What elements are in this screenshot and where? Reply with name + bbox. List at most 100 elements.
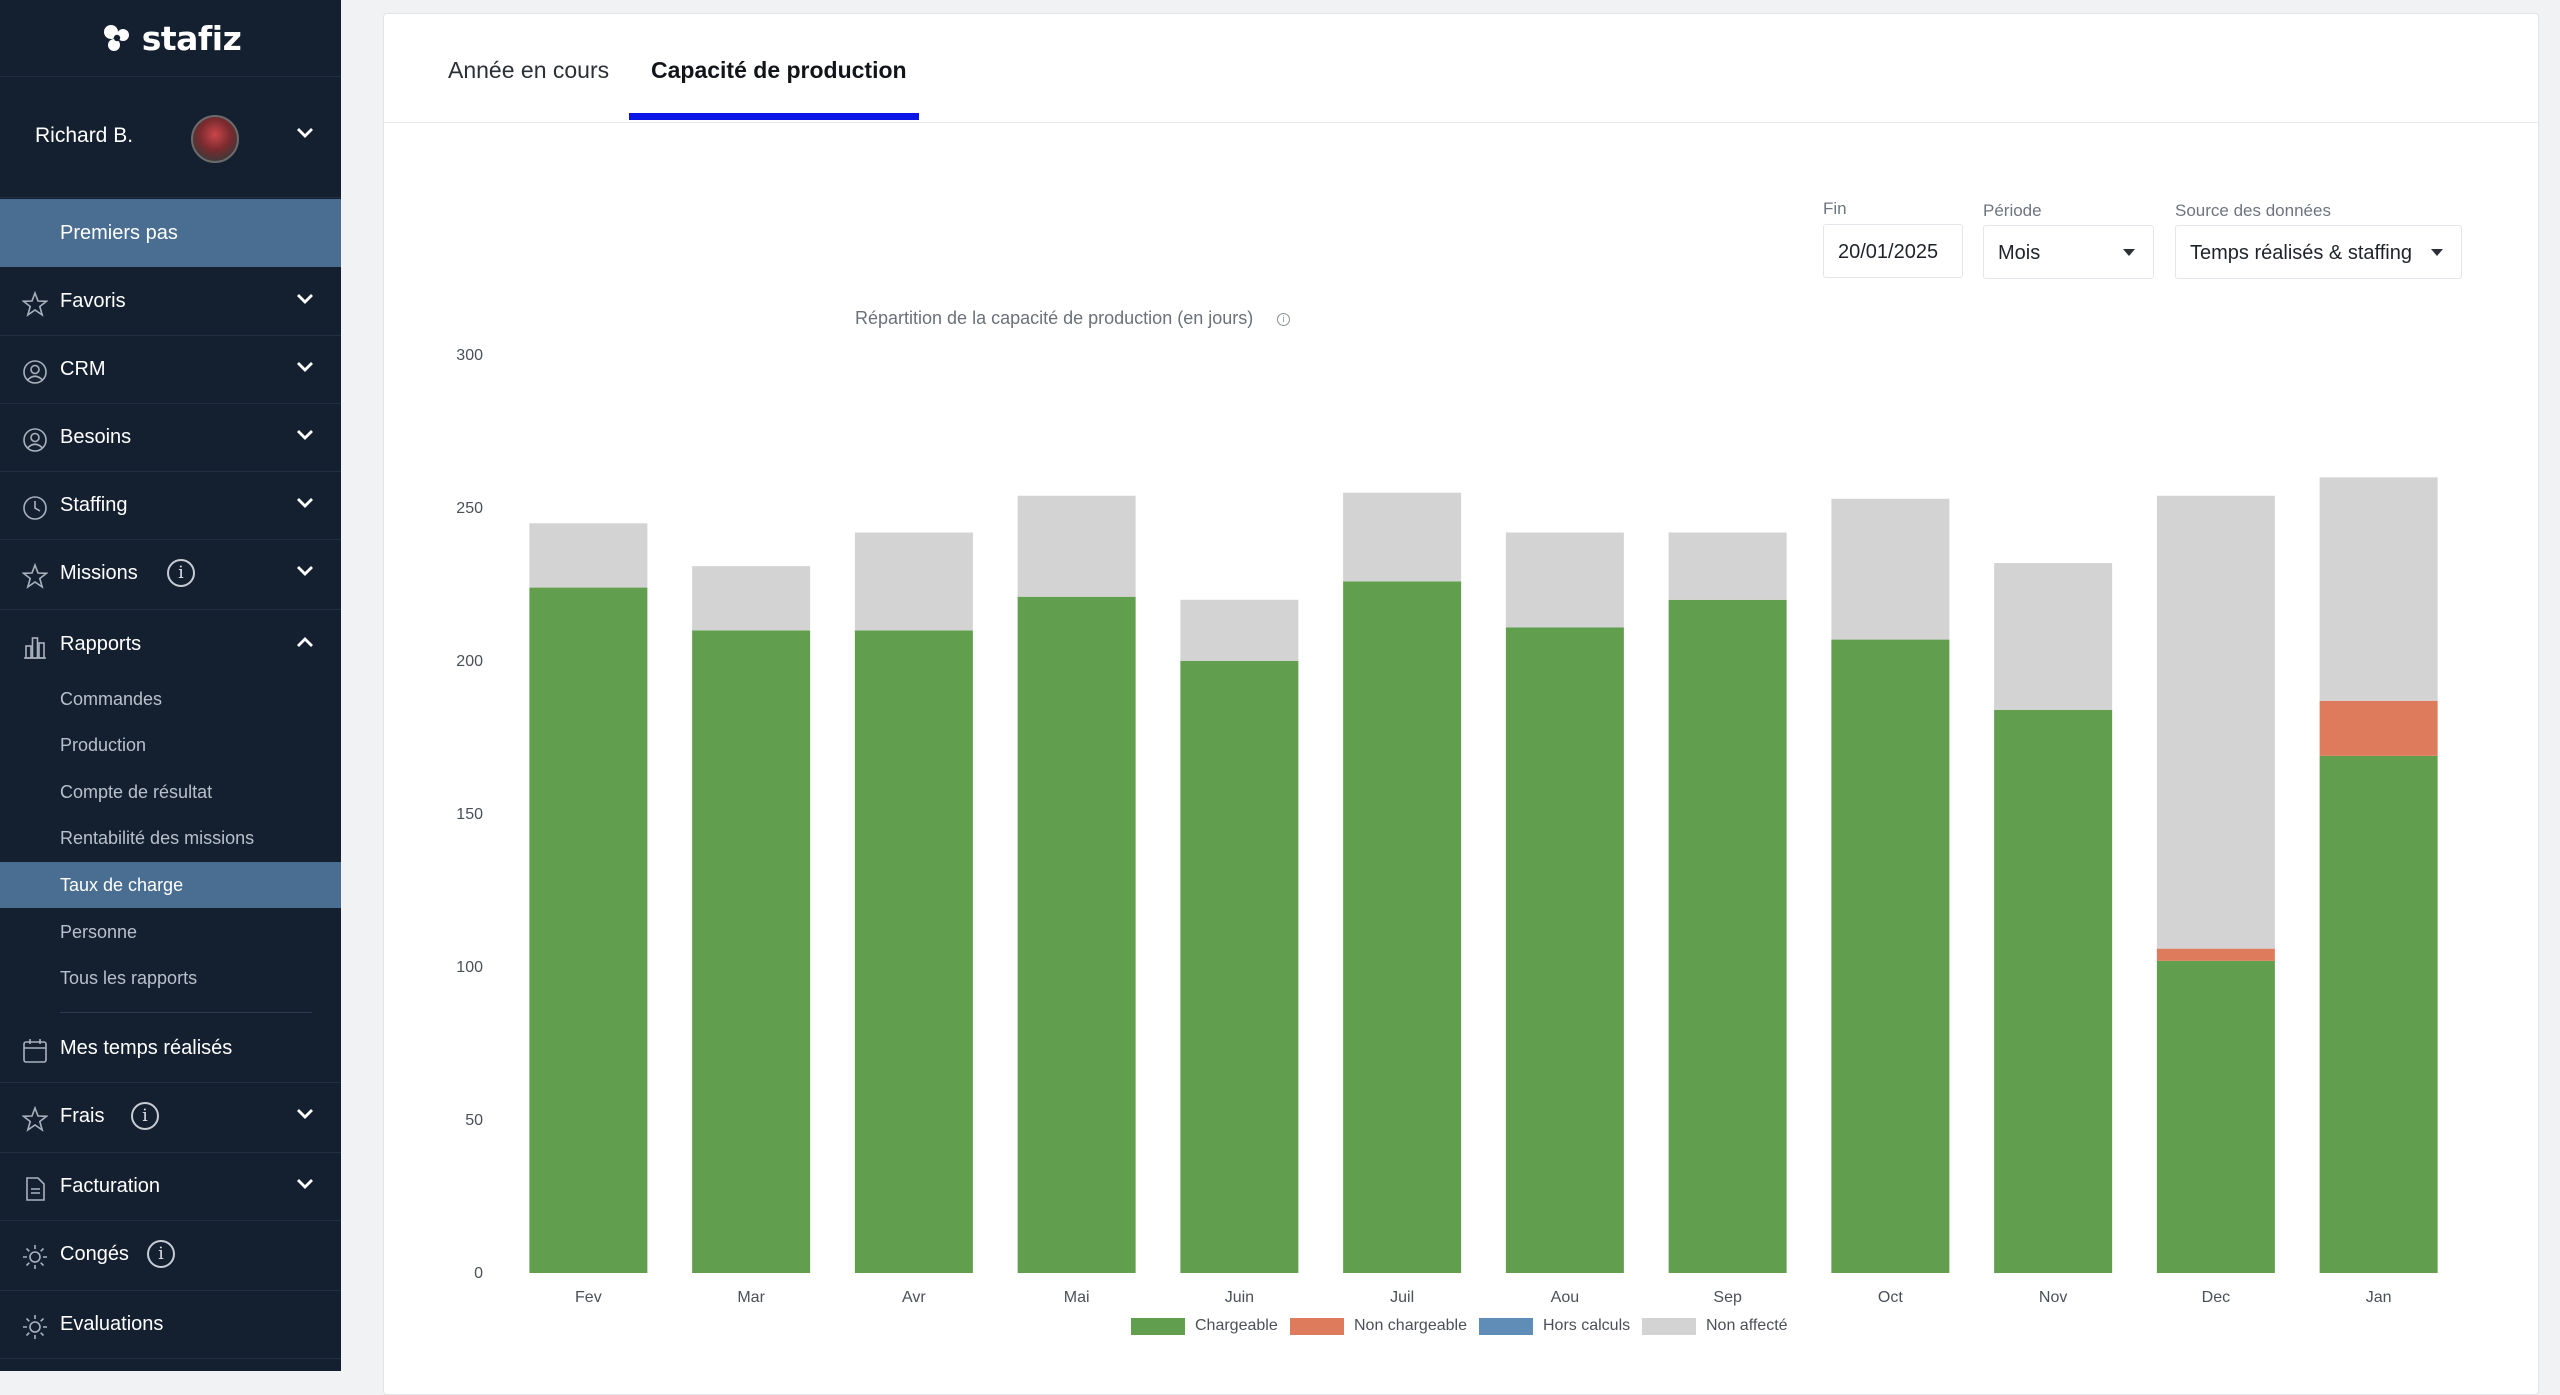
sidebar-item-frais[interactable]: Frais i: [0, 1082, 341, 1153]
chevron-down-icon[interactable]: [296, 1108, 314, 1120]
sidebar-item-label: Frais: [60, 1105, 105, 1127]
chevron-down-icon[interactable]: [296, 127, 314, 139]
bar-non-affect--dec[interactable]: [2156, 495, 2275, 949]
y-tick-label: 0: [474, 1265, 483, 1282]
bar-chargeable-oct[interactable]: [1831, 639, 1950, 1273]
periode-select[interactable]: Mois: [1983, 225, 2154, 279]
user-circle-icon: [22, 427, 48, 453]
sidebar-subitem-compte-de-resultat[interactable]: Compte de résultat: [0, 769, 341, 815]
y-tick-label: 250: [456, 500, 483, 517]
chevron-up-icon[interactable]: [296, 636, 314, 648]
sidebar-subitem-production[interactable]: Production: [0, 722, 341, 768]
bar-chargeable-mai[interactable]: [1017, 596, 1136, 1273]
caret-down-icon: [2123, 249, 2135, 256]
document-icon: [22, 1176, 48, 1202]
bar-non-affect--juin[interactable]: [1180, 599, 1299, 661]
legend-swatch: [1290, 1317, 1344, 1335]
caret-down-icon: [2431, 249, 2443, 256]
legend-item-non-chargeable[interactable]: Non chargeable: [1290, 1317, 1467, 1339]
chevron-down-icon[interactable]: [296, 293, 314, 305]
periode-value: Mois: [1998, 242, 2041, 264]
bar-non-affect--mai[interactable]: [1017, 495, 1136, 597]
info-icon[interactable]: i: [131, 1102, 159, 1130]
bar-chargeable-sep[interactable]: [1668, 599, 1787, 1273]
stafiz-logo-icon: [103, 25, 129, 51]
sidebar-item-missions[interactable]: Missions i: [0, 539, 341, 610]
sun-icon: [22, 1314, 48, 1340]
star-icon: [21, 1105, 49, 1132]
logo[interactable]: stafiz: [0, 0, 341, 77]
x-tick-label: Nov: [2039, 1289, 2067, 1306]
tab-capacite-de-production[interactable]: Capacité de production: [651, 57, 907, 83]
bar-chargeable-dec[interactable]: [2156, 960, 2275, 1273]
sidebar-subitem-commandes[interactable]: Commandes: [0, 676, 341, 722]
sidebar-subitem-label: Compte de résultat: [60, 782, 213, 802]
bar-non-affect--fev[interactable]: [529, 523, 648, 588]
sidebar-item-label: Missions: [60, 562, 138, 584]
x-tick-label: Juil: [1390, 1289, 1414, 1306]
sidebar-item-label: Favoris: [60, 290, 126, 312]
bar-non-affect--nov[interactable]: [1994, 563, 2113, 710]
clock-icon: [22, 495, 48, 521]
sidebar-subitem-tous-les-rapports[interactable]: Tous les rapports: [0, 955, 341, 1001]
sidebar-item-premiers-pas[interactable]: Premiers pas: [0, 199, 341, 267]
bar-chargeable-mar[interactable]: [692, 630, 811, 1273]
chevron-down-icon[interactable]: [296, 565, 314, 577]
bar-chargeable-juin[interactable]: [1180, 661, 1299, 1273]
chevron-down-icon[interactable]: [296, 429, 314, 441]
user-menu[interactable]: Richard B.: [0, 77, 341, 198]
tab-annee-en-cours[interactable]: Année en cours: [448, 57, 610, 83]
info-icon[interactable]: i: [167, 559, 195, 587]
sidebar-item-label: Evaluations: [60, 1313, 164, 1335]
bar-chargeable-aou[interactable]: [1505, 627, 1624, 1273]
bar-chargeable-nov[interactable]: [1994, 709, 2113, 1273]
divider: [60, 1012, 312, 1013]
x-tick-label: Juin: [1225, 1289, 1254, 1306]
sidebar-item-mes-temps-realises[interactable]: Mes temps réalisés: [0, 1014, 341, 1083]
bar-non-affect--jan[interactable]: [2319, 477, 2438, 701]
source-select[interactable]: Temps réalisés & staffing: [2175, 225, 2462, 279]
chevron-down-icon[interactable]: [296, 361, 314, 373]
legend-swatch: [1479, 1317, 1533, 1335]
x-tick-label: Aou: [1551, 1289, 1579, 1306]
info-icon[interactable]: i: [1277, 313, 1290, 326]
legend-item-non-affecte[interactable]: Non affecté: [1642, 1317, 1788, 1339]
chevron-down-icon[interactable]: [296, 497, 314, 509]
sidebar-item-facturation[interactable]: Facturation: [0, 1152, 341, 1221]
chevron-down-icon[interactable]: [296, 1178, 314, 1190]
legend-label: Non chargeable: [1354, 1317, 1467, 1334]
bar-non-affect--aou[interactable]: [1505, 532, 1624, 628]
avatar: [191, 115, 239, 163]
bar-chargeable-fev[interactable]: [529, 587, 648, 1273]
sidebar-item-crm[interactable]: CRM: [0, 335, 341, 404]
bar-chargeable-avr[interactable]: [854, 630, 973, 1273]
source-label: Source des données: [2175, 201, 2331, 220]
bar-non-chargeable-jan[interactable]: [2319, 700, 2438, 756]
sidebar-item-besoins[interactable]: Besoins: [0, 403, 341, 472]
sidebar-item-staffing[interactable]: Staffing: [0, 471, 341, 540]
sidebar-subitem-rentabilite[interactable]: Rentabilité des missions: [0, 815, 341, 861]
sidebar-item-evaluations[interactable]: Evaluations: [0, 1290, 341, 1359]
sidebar-subitem-personne[interactable]: Personne: [0, 909, 341, 955]
fin-date-input[interactable]: 20/01/2025: [1823, 224, 1963, 278]
sidebar-item-favoris[interactable]: Favoris: [0, 267, 341, 336]
bar-non-affect--avr[interactable]: [854, 532, 973, 631]
bar-chargeable-jan[interactable]: [2319, 755, 2438, 1273]
bar-non-affect--oct[interactable]: [1831, 498, 1950, 640]
legend-item-chargeable[interactable]: Chargeable: [1131, 1317, 1278, 1339]
sidebar-subitem-taux-de-charge[interactable]: Taux de charge: [0, 862, 341, 908]
sidebar-item-rapports[interactable]: Rapports: [0, 610, 341, 678]
bar-non-affect--mar[interactable]: [692, 566, 811, 631]
active-tab-indicator: [629, 113, 919, 120]
y-tick-label: 100: [456, 959, 483, 976]
info-icon[interactable]: i: [147, 1240, 175, 1268]
legend-item-hors-calculs[interactable]: Hors calculs: [1479, 1317, 1630, 1339]
bar-non-affect--juil[interactable]: [1343, 492, 1462, 582]
bar-non-chargeable-dec[interactable]: [2156, 948, 2275, 961]
bar-non-affect--sep[interactable]: [1668, 532, 1787, 600]
sidebar-item-conges[interactable]: Congés i: [0, 1220, 341, 1291]
bar-chargeable-juil[interactable]: [1343, 581, 1462, 1273]
fin-date-value: 20/01/2025: [1838, 241, 1939, 263]
y-tick-label: 50: [465, 1112, 483, 1129]
